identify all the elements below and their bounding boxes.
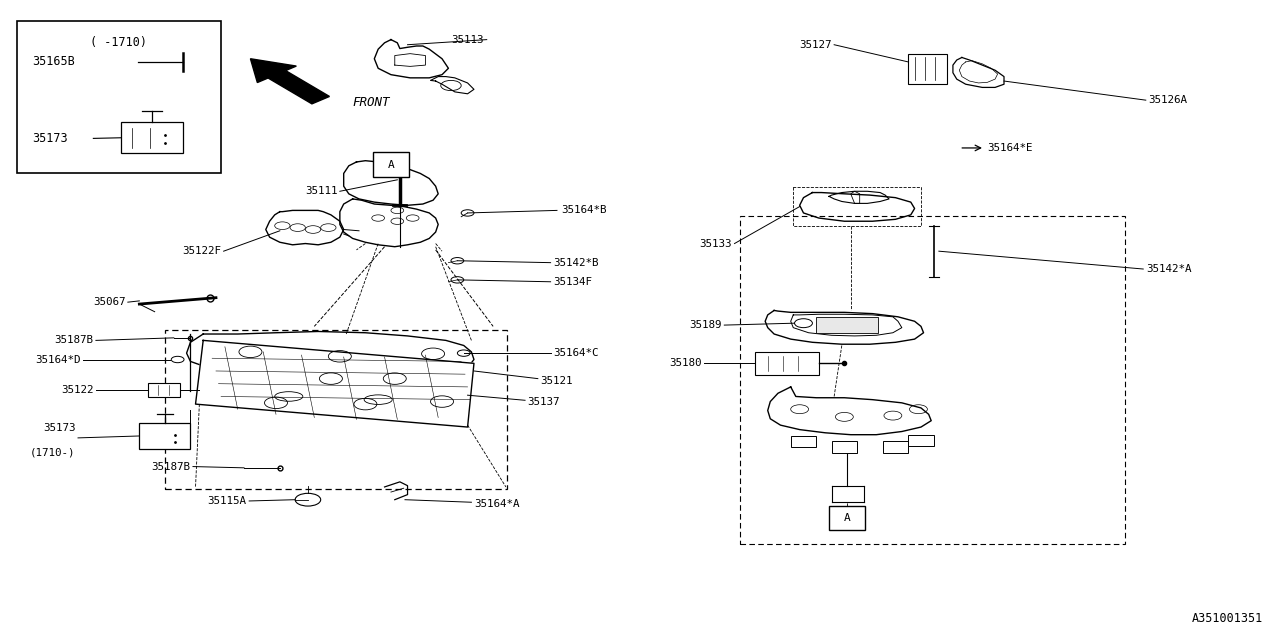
Bar bbox=[740, 216, 1125, 544]
Bar bbox=[148, 383, 180, 397]
Bar bbox=[909, 54, 946, 84]
Text: 35067: 35067 bbox=[92, 297, 125, 307]
Bar bbox=[755, 352, 819, 375]
Text: 35164*C: 35164*C bbox=[553, 348, 599, 358]
Text: 35134F: 35134F bbox=[553, 276, 593, 287]
Text: 35164*D: 35164*D bbox=[35, 355, 81, 365]
Text: 35180: 35180 bbox=[669, 358, 701, 369]
Bar bbox=[140, 423, 191, 449]
Bar bbox=[791, 436, 817, 447]
Text: 35115A: 35115A bbox=[207, 496, 247, 506]
Bar bbox=[165, 330, 507, 489]
Text: A: A bbox=[844, 513, 850, 523]
Text: 35137: 35137 bbox=[527, 397, 561, 406]
Text: 35142*B: 35142*B bbox=[553, 258, 599, 268]
Text: 35122F: 35122F bbox=[182, 246, 221, 256]
Bar bbox=[909, 435, 934, 446]
Text: 35173: 35173 bbox=[32, 132, 68, 145]
Text: 35113: 35113 bbox=[452, 35, 484, 45]
Text: 35165B: 35165B bbox=[32, 56, 74, 68]
Text: 35111: 35111 bbox=[305, 186, 338, 196]
Text: 35133: 35133 bbox=[699, 239, 732, 248]
Text: 35187B: 35187B bbox=[151, 461, 191, 472]
Bar bbox=[829, 506, 865, 531]
Text: 35122: 35122 bbox=[61, 385, 93, 395]
Bar bbox=[832, 441, 858, 452]
FancyArrow shape bbox=[251, 59, 329, 104]
Bar bbox=[17, 20, 221, 173]
Bar bbox=[122, 122, 183, 153]
Text: 35121: 35121 bbox=[540, 376, 573, 385]
Text: ( -1710): ( -1710) bbox=[91, 36, 147, 49]
Text: 35187B: 35187B bbox=[54, 335, 93, 346]
Text: 35164*E: 35164*E bbox=[987, 143, 1033, 153]
Text: 35127: 35127 bbox=[799, 40, 832, 50]
Text: A351001351: A351001351 bbox=[1192, 612, 1263, 625]
Text: A: A bbox=[388, 159, 394, 170]
Text: 35164*A: 35164*A bbox=[474, 499, 520, 509]
Text: 35173: 35173 bbox=[44, 424, 76, 433]
Text: 35164*B: 35164*B bbox=[561, 205, 607, 216]
Bar bbox=[883, 441, 909, 452]
Text: 35142*A: 35142*A bbox=[1146, 264, 1192, 274]
Text: (1710-): (1710-) bbox=[29, 447, 76, 458]
Polygon shape bbox=[196, 340, 474, 427]
Bar bbox=[817, 317, 878, 333]
Text: FRONT: FRONT bbox=[352, 95, 390, 109]
Text: 35189: 35189 bbox=[689, 320, 722, 330]
Bar bbox=[372, 152, 408, 177]
Text: 35126A: 35126A bbox=[1148, 95, 1188, 105]
